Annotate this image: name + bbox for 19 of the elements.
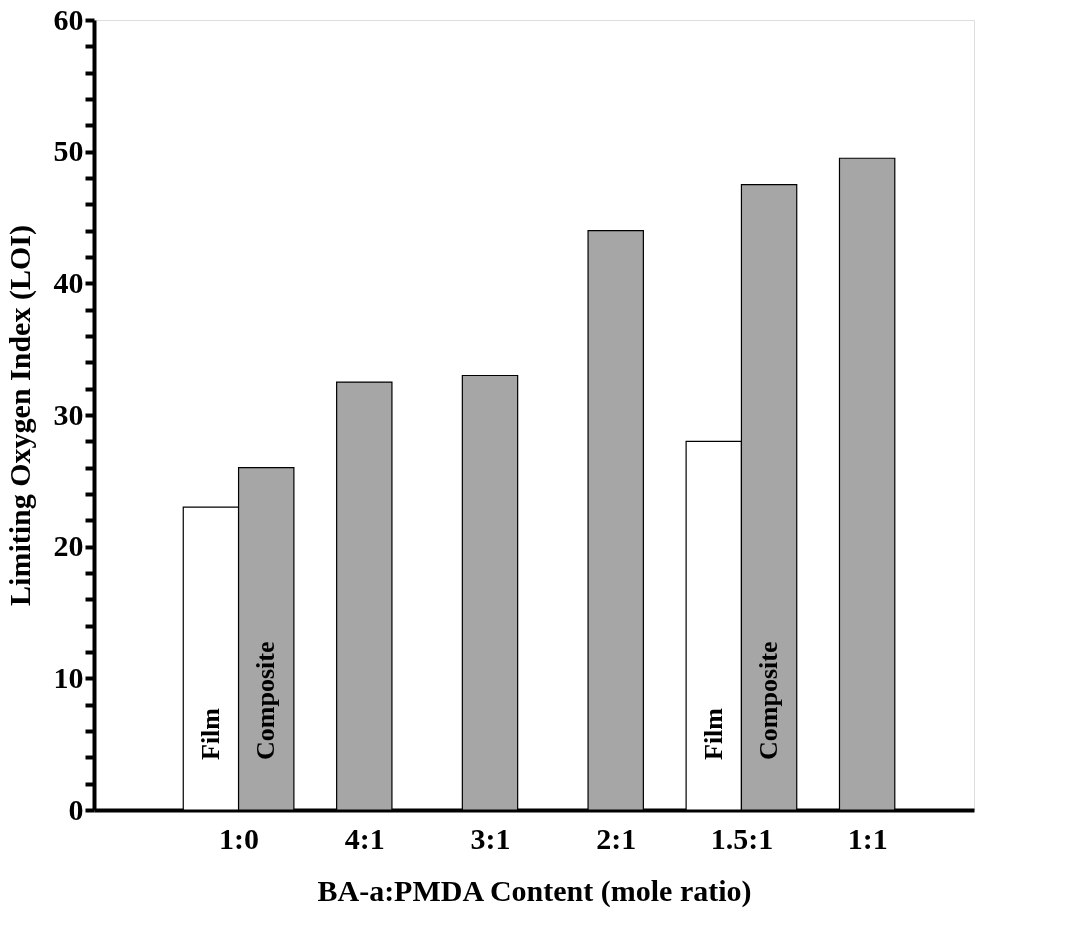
x-tick-label: 1:0 <box>219 821 260 855</box>
series-label: Film <box>195 707 225 760</box>
series-label: Composite <box>251 641 281 760</box>
y-tick-label: 40 <box>53 265 84 299</box>
x-tick-label: 1:1 <box>847 821 888 855</box>
y-axis-title: Limiting Oxygen Index (LOI) <box>2 225 37 606</box>
x-axis-title: BA-a:PMDA Content (mole ratio) <box>317 873 752 908</box>
x-tick-label: 1.5:1 <box>710 821 774 855</box>
x-tick-label: 2:1 <box>596 821 637 855</box>
y-tick-label: 50 <box>53 134 84 168</box>
y-tick-label: 10 <box>53 660 84 694</box>
y-tick-label: 20 <box>53 529 84 563</box>
x-tick-label: 3:1 <box>470 821 511 855</box>
text: Film <box>698 708 728 760</box>
y-tick-label: 30 <box>53 397 84 431</box>
y-tick-label: 60 <box>53 2 84 36</box>
text: Composite <box>754 641 784 760</box>
x-tick-label: 4:1 <box>344 821 385 855</box>
y-tick-label: 0 <box>68 792 84 826</box>
